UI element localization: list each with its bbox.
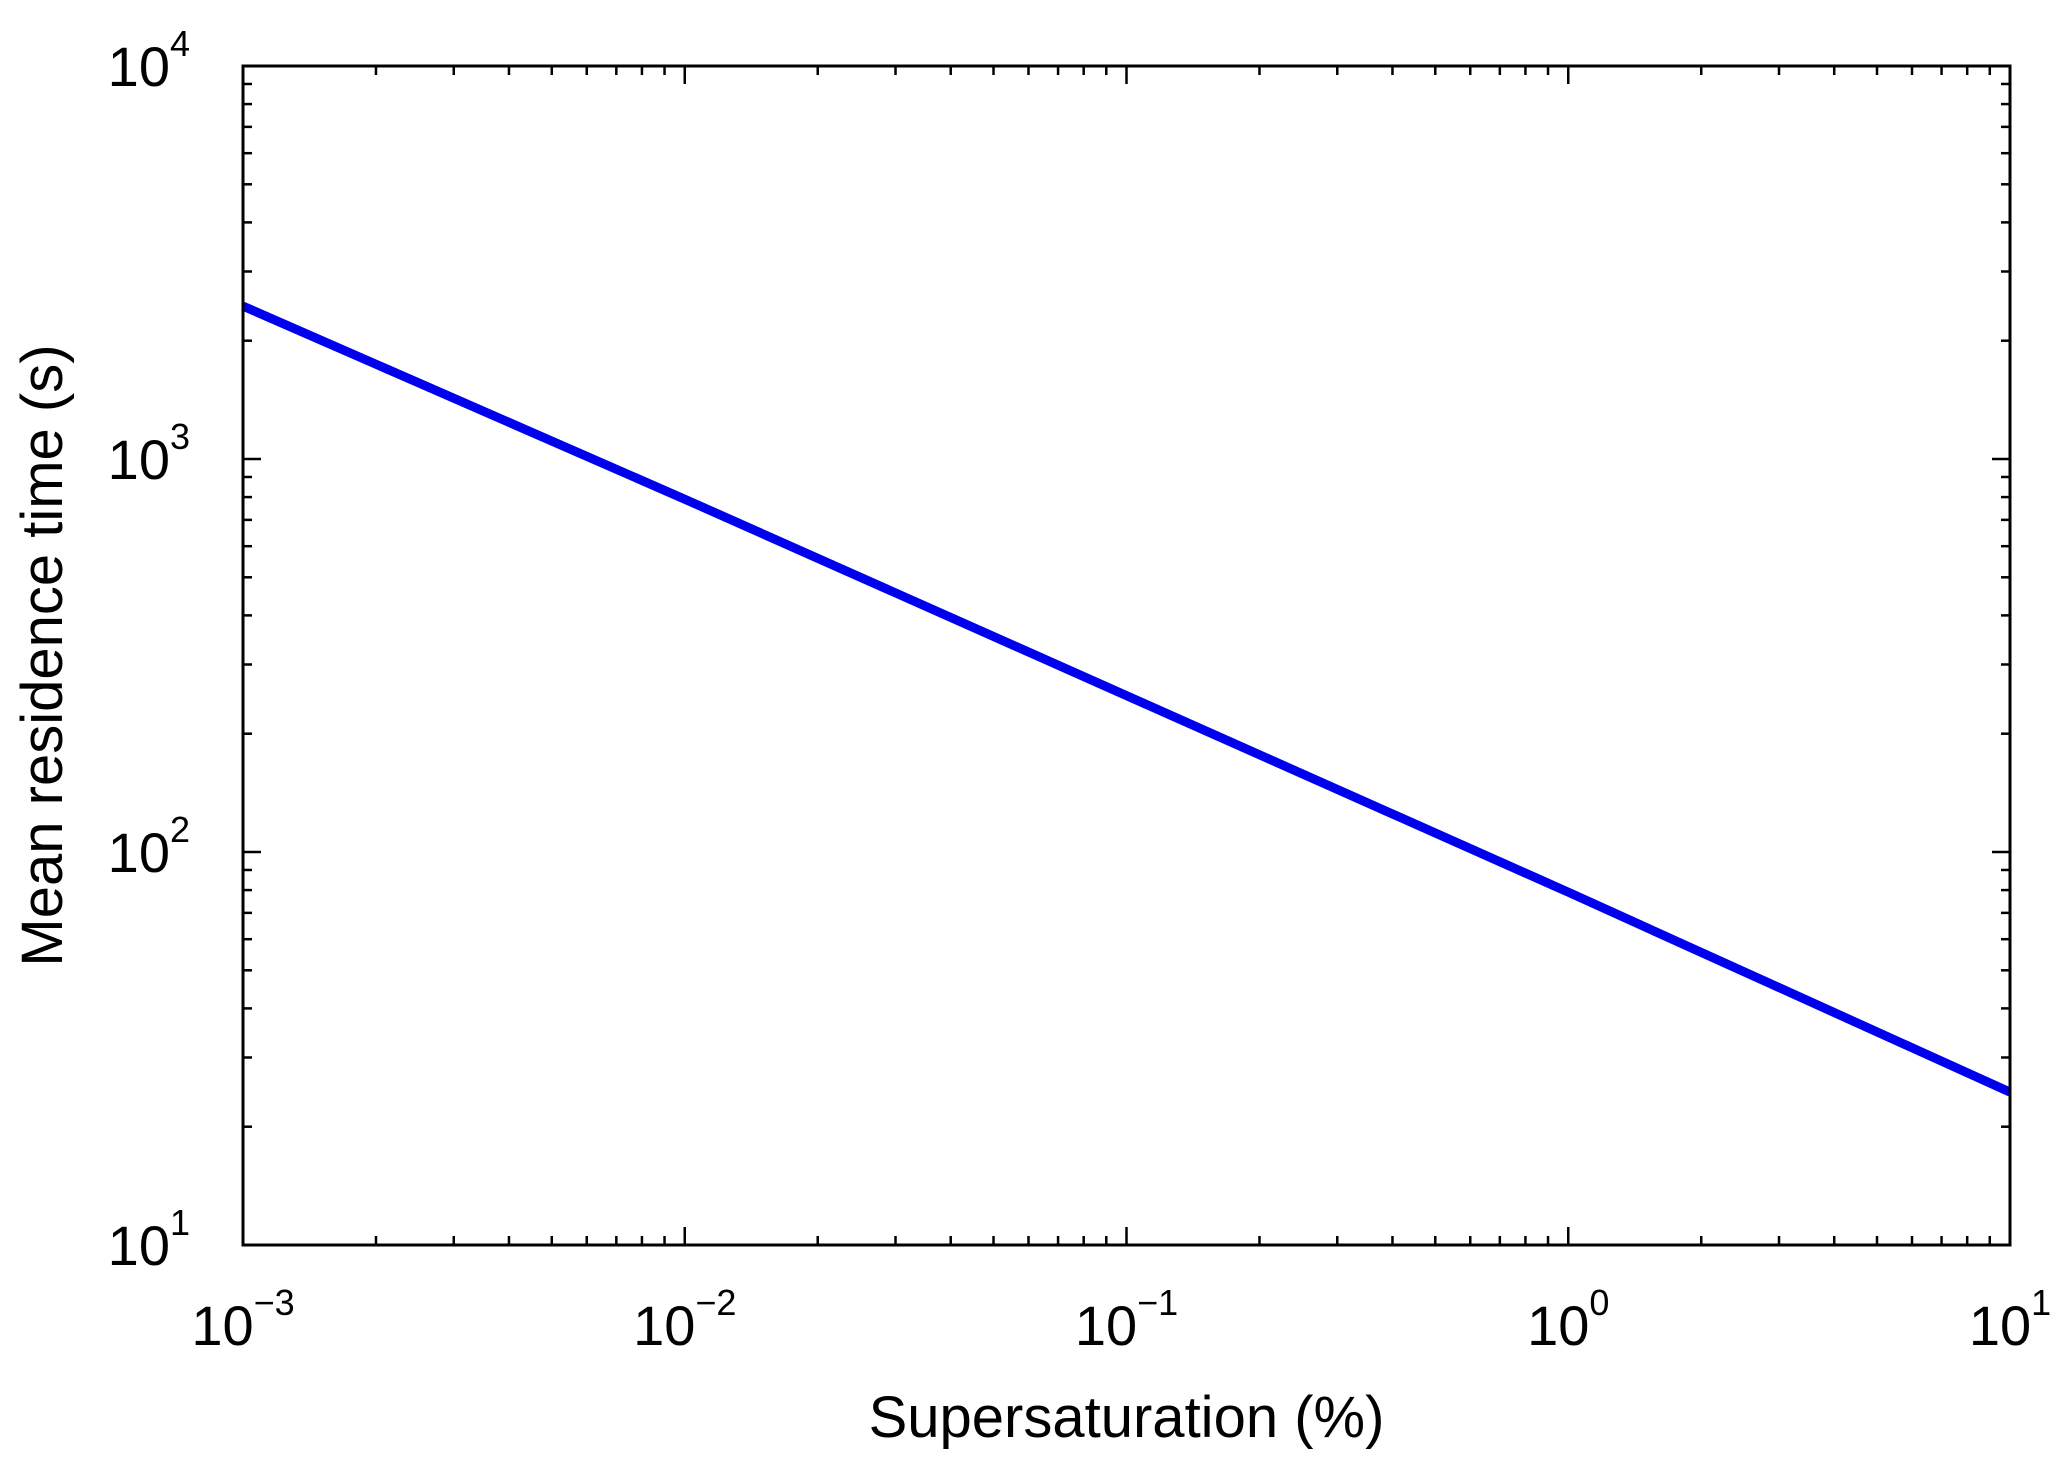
y-tick-labels: 101 102 103 104 bbox=[108, 23, 190, 1277]
x-tick-label: 101 bbox=[1969, 1282, 2051, 1357]
series-line bbox=[241, 301, 2012, 1097]
x-tick-label: 10−3 bbox=[191, 1282, 294, 1357]
series-layer bbox=[241, 301, 2012, 1097]
x-tick-label: 100 bbox=[1527, 1282, 1609, 1357]
y-tick-label: 102 bbox=[108, 809, 190, 884]
x-tick-labels: 10−3 10−2 10−1 100 101 bbox=[191, 1282, 2051, 1357]
y-tick-label: 101 bbox=[108, 1202, 190, 1277]
y-tick-label: 104 bbox=[108, 23, 190, 98]
y-tick-label: 103 bbox=[108, 416, 190, 491]
y-axis-label: Mean residence time (s) bbox=[10, 344, 75, 966]
x-axis-label: Supersaturation (%) bbox=[869, 1385, 1385, 1450]
plot-frame bbox=[241, 64, 2012, 1247]
x-tick-label: 10−2 bbox=[633, 1282, 736, 1357]
axis-ticks bbox=[241, 66, 2010, 1247]
x-tick-label: 10−1 bbox=[1075, 1282, 1178, 1357]
